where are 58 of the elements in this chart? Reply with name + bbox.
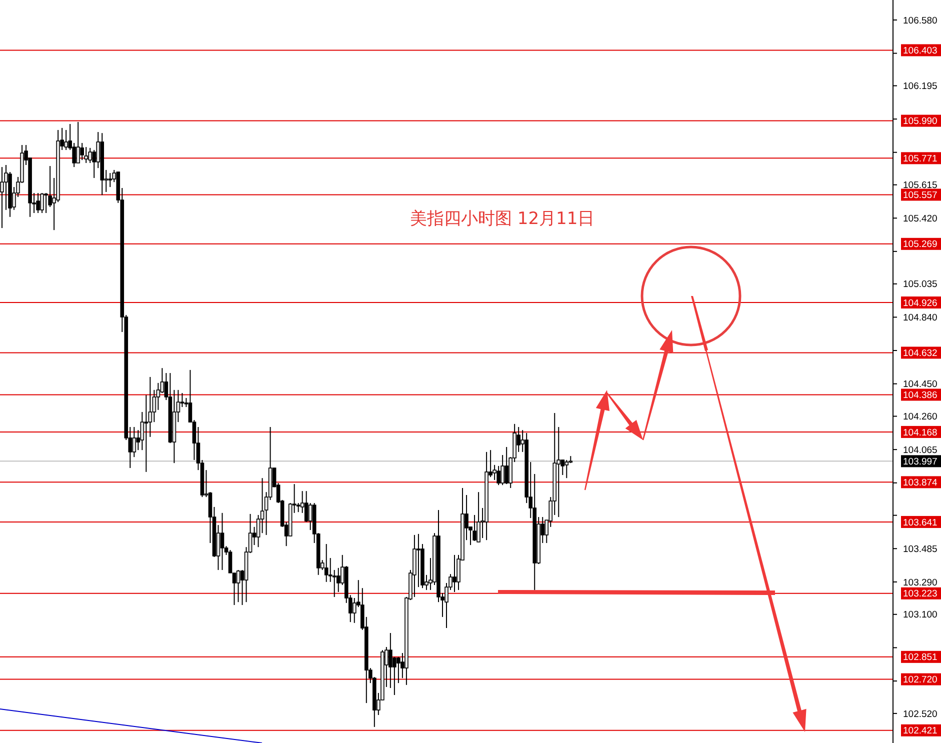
ref-line-label: 104.926 [903,298,938,309]
candlestick [40,192,44,214]
candlestick [396,656,400,684]
candlestick [256,514,260,548]
candlestick [36,192,40,214]
candlestick [148,376,152,438]
y-tick-label: 104.260 [903,412,938,423]
ref-line-label: 106.403 [903,46,938,57]
y-tick-label: 103.290 [903,577,938,588]
text: 美指四小时图 12月11日 [410,209,595,229]
candlestick [304,490,308,522]
candlestick [0,166,4,229]
candlestick [504,446,508,485]
y-tick-label: 105.615 [903,180,938,192]
y-tick-label: 103.485 [903,544,938,555]
candlestick [108,172,112,188]
y-tick-label: 104.065 [903,444,938,456]
ref-line-label: 104.168 [903,427,938,438]
y-tick-label: 105.035 [903,279,938,290]
y-tick-label: 105.420 [903,213,938,224]
ref-line-label: 103.997 [903,456,938,468]
candlestick [500,454,504,486]
candlestick [324,544,328,582]
candlestick [416,533,420,588]
ref-line-label: 104.386 [903,390,938,402]
candlestick [88,147,92,164]
ref-line-label: 103.641 [903,517,938,528]
candlestick [132,426,136,458]
y-tick-label: 104.450 [903,379,938,390]
candlestick [308,502,312,531]
candlestick [452,554,456,593]
candlestick [472,514,476,542]
y-tick-label: 104.840 [903,312,938,324]
ref-line-label: 105.557 [903,190,938,202]
candlestick [564,459,569,479]
y-tick-label: 106.580 [903,15,938,26]
ref-line-label: 102.720 [903,674,938,686]
ref-line-label: 105.269 [903,239,938,250]
candlestick [76,121,80,164]
candlestick [220,512,224,570]
ref-line-label: 105.990 [903,116,938,128]
candlestick [496,465,500,486]
candlestick [84,146,88,164]
ref-line-label: 105.771 [903,153,938,164]
candlestick [336,567,340,593]
y-tick-label: 102.520 [903,708,938,720]
candlestick [80,142,84,161]
ref-line-label: 104.632 [903,348,938,360]
ref-line-label: 103.223 [903,588,938,600]
ref-line-label: 102.851 [903,652,938,664]
candlestick [160,368,164,394]
ref-line-label: 103.874 [903,478,938,489]
y-tick-label: 103.100 [903,610,938,621]
candlestick [64,129,68,150]
candlestick [476,492,480,543]
ref-line-label: 102.421 [903,726,938,737]
y-tick-label: 106.195 [903,81,938,92]
candlestick [236,569,240,603]
